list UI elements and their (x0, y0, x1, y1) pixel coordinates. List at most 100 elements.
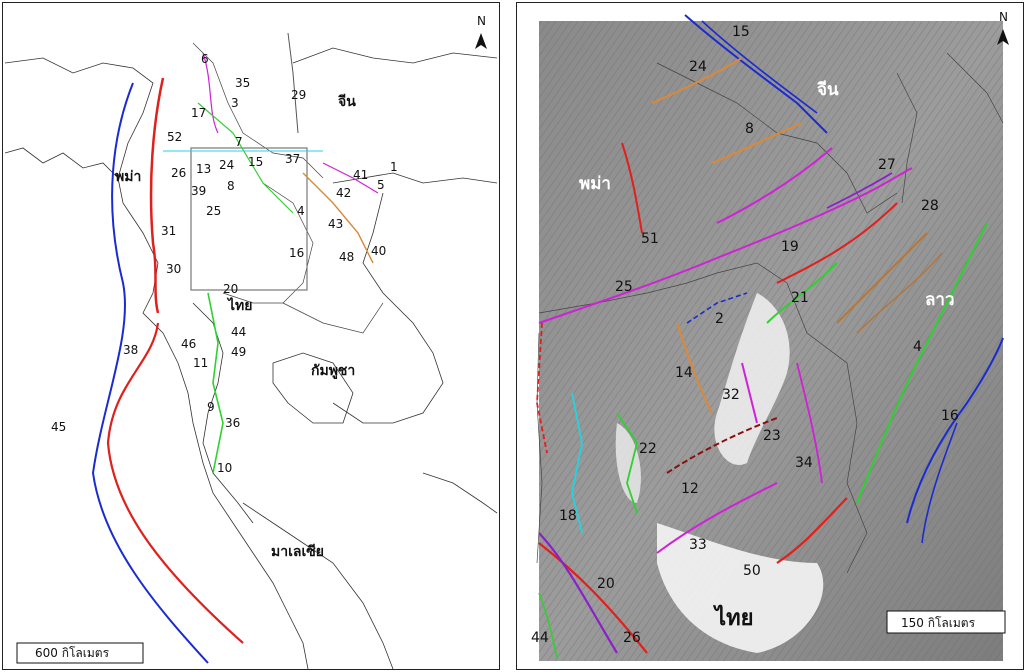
scale-bar: 600 กิโลเมตร (16, 642, 144, 664)
left-fault-label-52: 52 (167, 130, 182, 144)
left-fault-label-42: 42 (336, 186, 351, 200)
left-fault-label-3: 3 (231, 96, 239, 110)
fault-14 (676, 322, 713, 414)
left-fault-label-48: 48 (339, 250, 354, 264)
fault-35 (202, 52, 219, 134)
fault-lines-layer (91, 32, 379, 664)
left-fault-label-4: 4 (297, 204, 305, 218)
fault-32 (741, 362, 758, 424)
north-arrow-icon: N (475, 14, 487, 49)
fault-33 (656, 482, 778, 554)
left-fault-label-43: 43 (328, 217, 343, 231)
left-fault-label-5: 5 (377, 178, 385, 192)
fault-28 (836, 232, 928, 324)
right-fault-label-22: 22 (639, 441, 657, 457)
left-fault-label-10: 10 (217, 461, 232, 475)
north-label-right: N (999, 10, 1008, 24)
north-label: N (477, 14, 486, 28)
left-fault-label-30: 30 (166, 262, 181, 276)
fault-18 (571, 392, 583, 534)
fault-40 (302, 172, 374, 264)
left-fault-label-35: 35 (235, 76, 250, 90)
fault-25 (538, 167, 913, 324)
fault-45 (91, 82, 209, 664)
left-fault-label-15: 15 (248, 155, 263, 169)
left-fault-label-17: 17 (191, 106, 206, 120)
left-fault-label-7: 7 (235, 135, 243, 149)
left-fault-label-9: 9 (207, 400, 215, 414)
study-area-box (190, 147, 308, 291)
fault-44-49 (207, 292, 224, 474)
left-fault-label-1: 1 (390, 160, 398, 174)
right-fault-label-18: 18 (559, 508, 577, 524)
north-arrow-icon: N (997, 10, 1009, 45)
left-fault-label-25: 25 (206, 204, 221, 218)
left-fault-label-24: 24 (219, 158, 234, 172)
fault-27 (826, 172, 893, 209)
label-cambodia: กัมพูชา (311, 363, 355, 379)
fault-2 (686, 292, 748, 324)
right-fault-label-15: 15 (732, 24, 750, 40)
fault-lines-layer (536, 14, 1004, 659)
right-fault-label-8: 8 (745, 121, 754, 137)
left-fault-label-36: 36 (225, 416, 240, 430)
fault-4 (856, 222, 988, 504)
right-fault-label-28: 28 (921, 198, 939, 214)
detail-map-panel: N จีน พม่า ลาว ไทย 15 24 8 27 28 51 19 25 21 2 4 14… (516, 2, 1024, 670)
right-fault-label-19: 19 (781, 239, 799, 255)
fault-44 (538, 592, 558, 659)
label-thailand-right: ไทย (713, 604, 753, 631)
left-fault-label-40: 40 (371, 244, 386, 258)
left-fault-label-8: 8 (227, 179, 235, 193)
label-myanmar: พม่า (115, 169, 141, 185)
right-fault-label-24: 24 (689, 59, 707, 75)
left-fault-label-49: 49 (231, 345, 246, 359)
scale-label: 600 กิโลเมตร (35, 646, 110, 660)
fault-51 (621, 142, 643, 234)
fault-38 (106, 322, 244, 644)
fault-16 (906, 337, 1004, 524)
fault-29 (287, 32, 299, 134)
fault-34 (796, 362, 823, 484)
right-fault-label-34: 34 (795, 455, 813, 471)
right-fault-label-21: 21 (791, 290, 809, 306)
right-fault-label-32: 32 (722, 387, 740, 403)
left-fault-label-16: 16 (289, 246, 304, 260)
label-china: จีน (337, 94, 356, 110)
fault-24 (651, 57, 743, 104)
overview-map: N พม่า จีน ไทย กัมพูชา มาเลเซีย 63532917… (4, 14, 498, 669)
fault-segment-green (197, 102, 294, 214)
fault-50 (776, 497, 848, 564)
right-fault-label-44: 44 (531, 630, 549, 646)
label-malaysia: มาเลเซีย (271, 544, 324, 560)
left-fault-label-31: 31 (161, 224, 176, 238)
label-laos: ลาว (925, 290, 955, 310)
right-fault-label-33: 33 (689, 537, 707, 553)
right-fault-label-26: 26 (623, 630, 641, 646)
right-fault-label-25: 25 (615, 279, 633, 295)
fault-number-labels: 6 35 3 29 17 52 7 26 13 24 15 37 41 15 39 8 42 25 4 43 31 16 4… (51, 52, 398, 475)
left-fault-label-44: 44 (231, 325, 246, 339)
right-fault-label-23: 23 (763, 428, 781, 444)
right-fault-label-14: 14 (675, 365, 693, 381)
fault-segment-magenta (716, 147, 833, 224)
left-fault-label-6: 6 (201, 52, 209, 66)
scale-label-right: 150 กิโลเมตร (901, 616, 976, 630)
border-layer (536, 52, 1004, 574)
right-fault-label-50: 50 (743, 563, 761, 579)
fault-21 (766, 262, 838, 324)
coastline-layer (4, 42, 498, 669)
right-fault-label-16: 16 (941, 408, 959, 424)
left-fault-label-11: 11 (193, 356, 208, 370)
right-fault-label-20: 20 (597, 576, 615, 592)
left-fault-label-37: 37 (285, 152, 300, 166)
right-fault-label-51: 51 (641, 231, 659, 247)
fault-26 (538, 532, 618, 654)
lowland-areas (615, 293, 824, 653)
left-fault-label-41: 41 (353, 168, 368, 182)
fault-12 (666, 417, 778, 474)
left-fault-label-46: 46 (181, 337, 196, 351)
fault-red-north (149, 77, 165, 314)
